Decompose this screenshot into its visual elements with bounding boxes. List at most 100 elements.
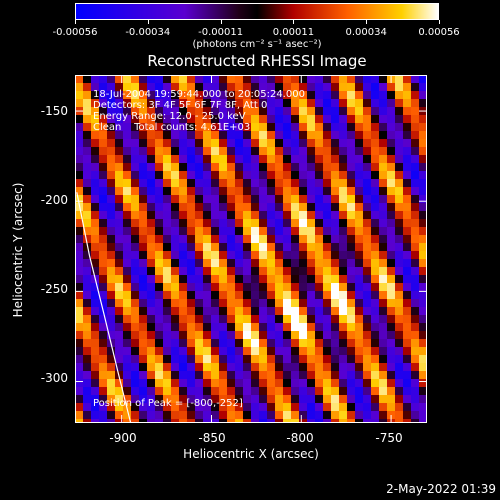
heatmap-cell	[91, 187, 100, 196]
heatmap-cell	[195, 291, 204, 300]
heatmap-cell	[147, 299, 156, 308]
heatmap-cell	[131, 243, 140, 252]
heatmap-cell	[131, 251, 140, 260]
heatmap-cell	[371, 227, 380, 236]
heatmap-cell	[347, 347, 356, 356]
heatmap-cell	[347, 83, 356, 92]
heatmap-cell	[99, 219, 108, 228]
heatmap-cell	[299, 339, 308, 348]
heatmap-cell	[219, 179, 228, 188]
heatmap-cell	[395, 363, 404, 372]
heatmap-cell	[171, 395, 180, 404]
heatmap-cell	[403, 219, 412, 228]
heatmap-cell	[299, 115, 308, 124]
heatmap-cell	[331, 91, 340, 100]
heatmap-cell	[347, 299, 356, 308]
heatmap-cell	[179, 283, 188, 292]
heatmap-cell	[371, 195, 380, 204]
heatmap-cell	[299, 347, 308, 356]
heatmap-cell	[139, 387, 148, 396]
heatmap-cell	[227, 99, 236, 108]
heatmap-cell	[275, 187, 284, 196]
heatmap-cell	[211, 363, 220, 372]
heatmap-cell	[315, 115, 324, 124]
heatmap-cell	[315, 259, 324, 268]
heatmap-cell	[195, 155, 204, 164]
heatmap-cell	[419, 339, 427, 348]
heatmap-cell	[387, 403, 396, 412]
heatmap-cell	[163, 163, 172, 172]
heatmap-cell	[147, 227, 156, 236]
heatmap-cell	[123, 195, 132, 204]
heatmap-cell	[283, 347, 292, 356]
heatmap-cell	[219, 395, 228, 404]
heatmap-cell	[107, 123, 116, 132]
heatmap-cell	[403, 371, 412, 380]
heatmap-cell	[283, 275, 292, 284]
heatmap-cell	[219, 371, 228, 380]
heatmap-cell	[107, 91, 116, 100]
heatmap-cell	[339, 163, 348, 172]
heatmap-cell	[419, 123, 427, 132]
heatmap-cell	[211, 339, 220, 348]
heatmap-cell	[139, 419, 148, 423]
heatmap-cell	[363, 251, 372, 260]
heatmap-cell	[219, 243, 228, 252]
heatmap-cell	[107, 419, 116, 423]
heatmap-cell	[379, 411, 388, 420]
heatmap-cell	[299, 75, 308, 84]
heatmap-cell	[299, 227, 308, 236]
heatmap-cell	[291, 363, 300, 372]
heatmap-cell	[251, 147, 260, 156]
heatmap-cell	[171, 379, 180, 388]
heatmap-cell	[155, 211, 164, 220]
heatmap-cell	[123, 371, 132, 380]
heatmap-cell	[75, 179, 84, 188]
heatmap-cell	[99, 251, 108, 260]
heatmap-cell	[235, 371, 244, 380]
heatmap-cell	[363, 267, 372, 276]
annotation-peak-position: Position of Peak = [-800,-252]	[93, 398, 243, 409]
heatmap-cell	[419, 411, 427, 420]
heatmap-cell	[291, 179, 300, 188]
heatmap-cell	[275, 307, 284, 316]
heatmap-cell	[283, 395, 292, 404]
heatmap-cell	[147, 83, 156, 92]
heatmap-cell	[363, 227, 372, 236]
heatmap-cell	[323, 123, 332, 132]
heatmap-cell	[147, 115, 156, 124]
heatmap-cell	[403, 235, 412, 244]
heatmap-cell	[179, 115, 188, 124]
heatmap-cell	[211, 227, 220, 236]
heatmap-cell	[187, 411, 196, 420]
heatmap-cell	[147, 235, 156, 244]
heatmap-cell	[283, 211, 292, 220]
heatmap-cell	[283, 379, 292, 388]
heatmap-cell	[163, 115, 172, 124]
heatmap-cell	[331, 155, 340, 164]
heatmap-cell	[243, 419, 252, 423]
heatmap-cell	[411, 131, 420, 140]
heatmap-cell	[75, 339, 84, 348]
heatmap-cell	[315, 227, 324, 236]
heatmap-cell	[227, 155, 236, 164]
heatmap-cell	[379, 371, 388, 380]
heatmap-cell	[211, 347, 220, 356]
heatmap-cell	[419, 323, 427, 332]
heatmap-cell	[371, 259, 380, 268]
heatmap-cell	[99, 131, 108, 140]
heatmap-cell	[115, 115, 124, 124]
heatmap-cell	[259, 291, 268, 300]
heatmap-cell	[107, 315, 116, 324]
heatmap-cell	[379, 203, 388, 212]
heatmap-cell	[251, 363, 260, 372]
heatmap-cell	[283, 155, 292, 164]
heatmap-cell	[187, 339, 196, 348]
heatmap-cell	[203, 379, 212, 388]
heatmap-cell	[219, 419, 228, 423]
heatmap-cell	[347, 107, 356, 116]
heatmap-cell	[275, 379, 284, 388]
heatmap-cell	[419, 315, 427, 324]
heatmap-cell	[315, 83, 324, 92]
heatmap-cell	[195, 83, 204, 92]
